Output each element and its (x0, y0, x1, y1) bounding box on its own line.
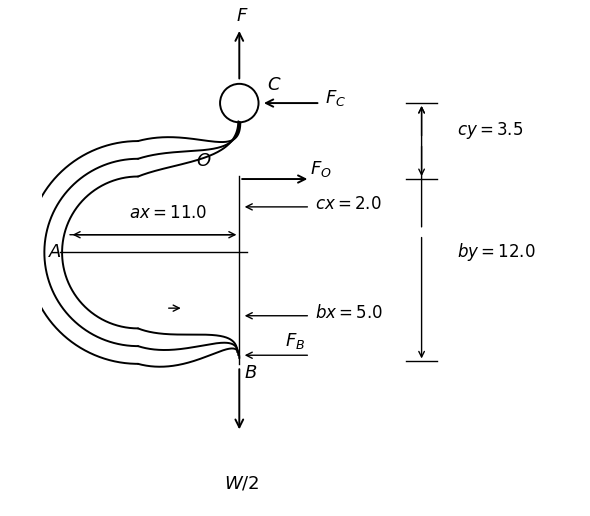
Text: $F$: $F$ (235, 7, 248, 25)
Text: $F_C$: $F_C$ (325, 88, 346, 108)
Text: $W/2$: $W/2$ (224, 475, 260, 493)
Text: $F_B$: $F_B$ (285, 331, 305, 351)
Text: $F_O$: $F_O$ (310, 159, 332, 179)
Text: $by = 12.0$: $by = 12.0$ (457, 241, 536, 264)
Text: $bx = 5.0$: $bx = 5.0$ (315, 304, 384, 322)
Text: $C$: $C$ (267, 76, 281, 94)
Text: $O$: $O$ (196, 152, 211, 170)
Text: $cx = 2.0$: $cx = 2.0$ (315, 196, 382, 213)
Text: $B$: $B$ (244, 364, 258, 382)
Text: $A$: $A$ (48, 244, 62, 262)
Text: $cy = 3.5$: $cy = 3.5$ (457, 120, 523, 141)
Text: $ax = 11.0$: $ax = 11.0$ (129, 205, 208, 222)
